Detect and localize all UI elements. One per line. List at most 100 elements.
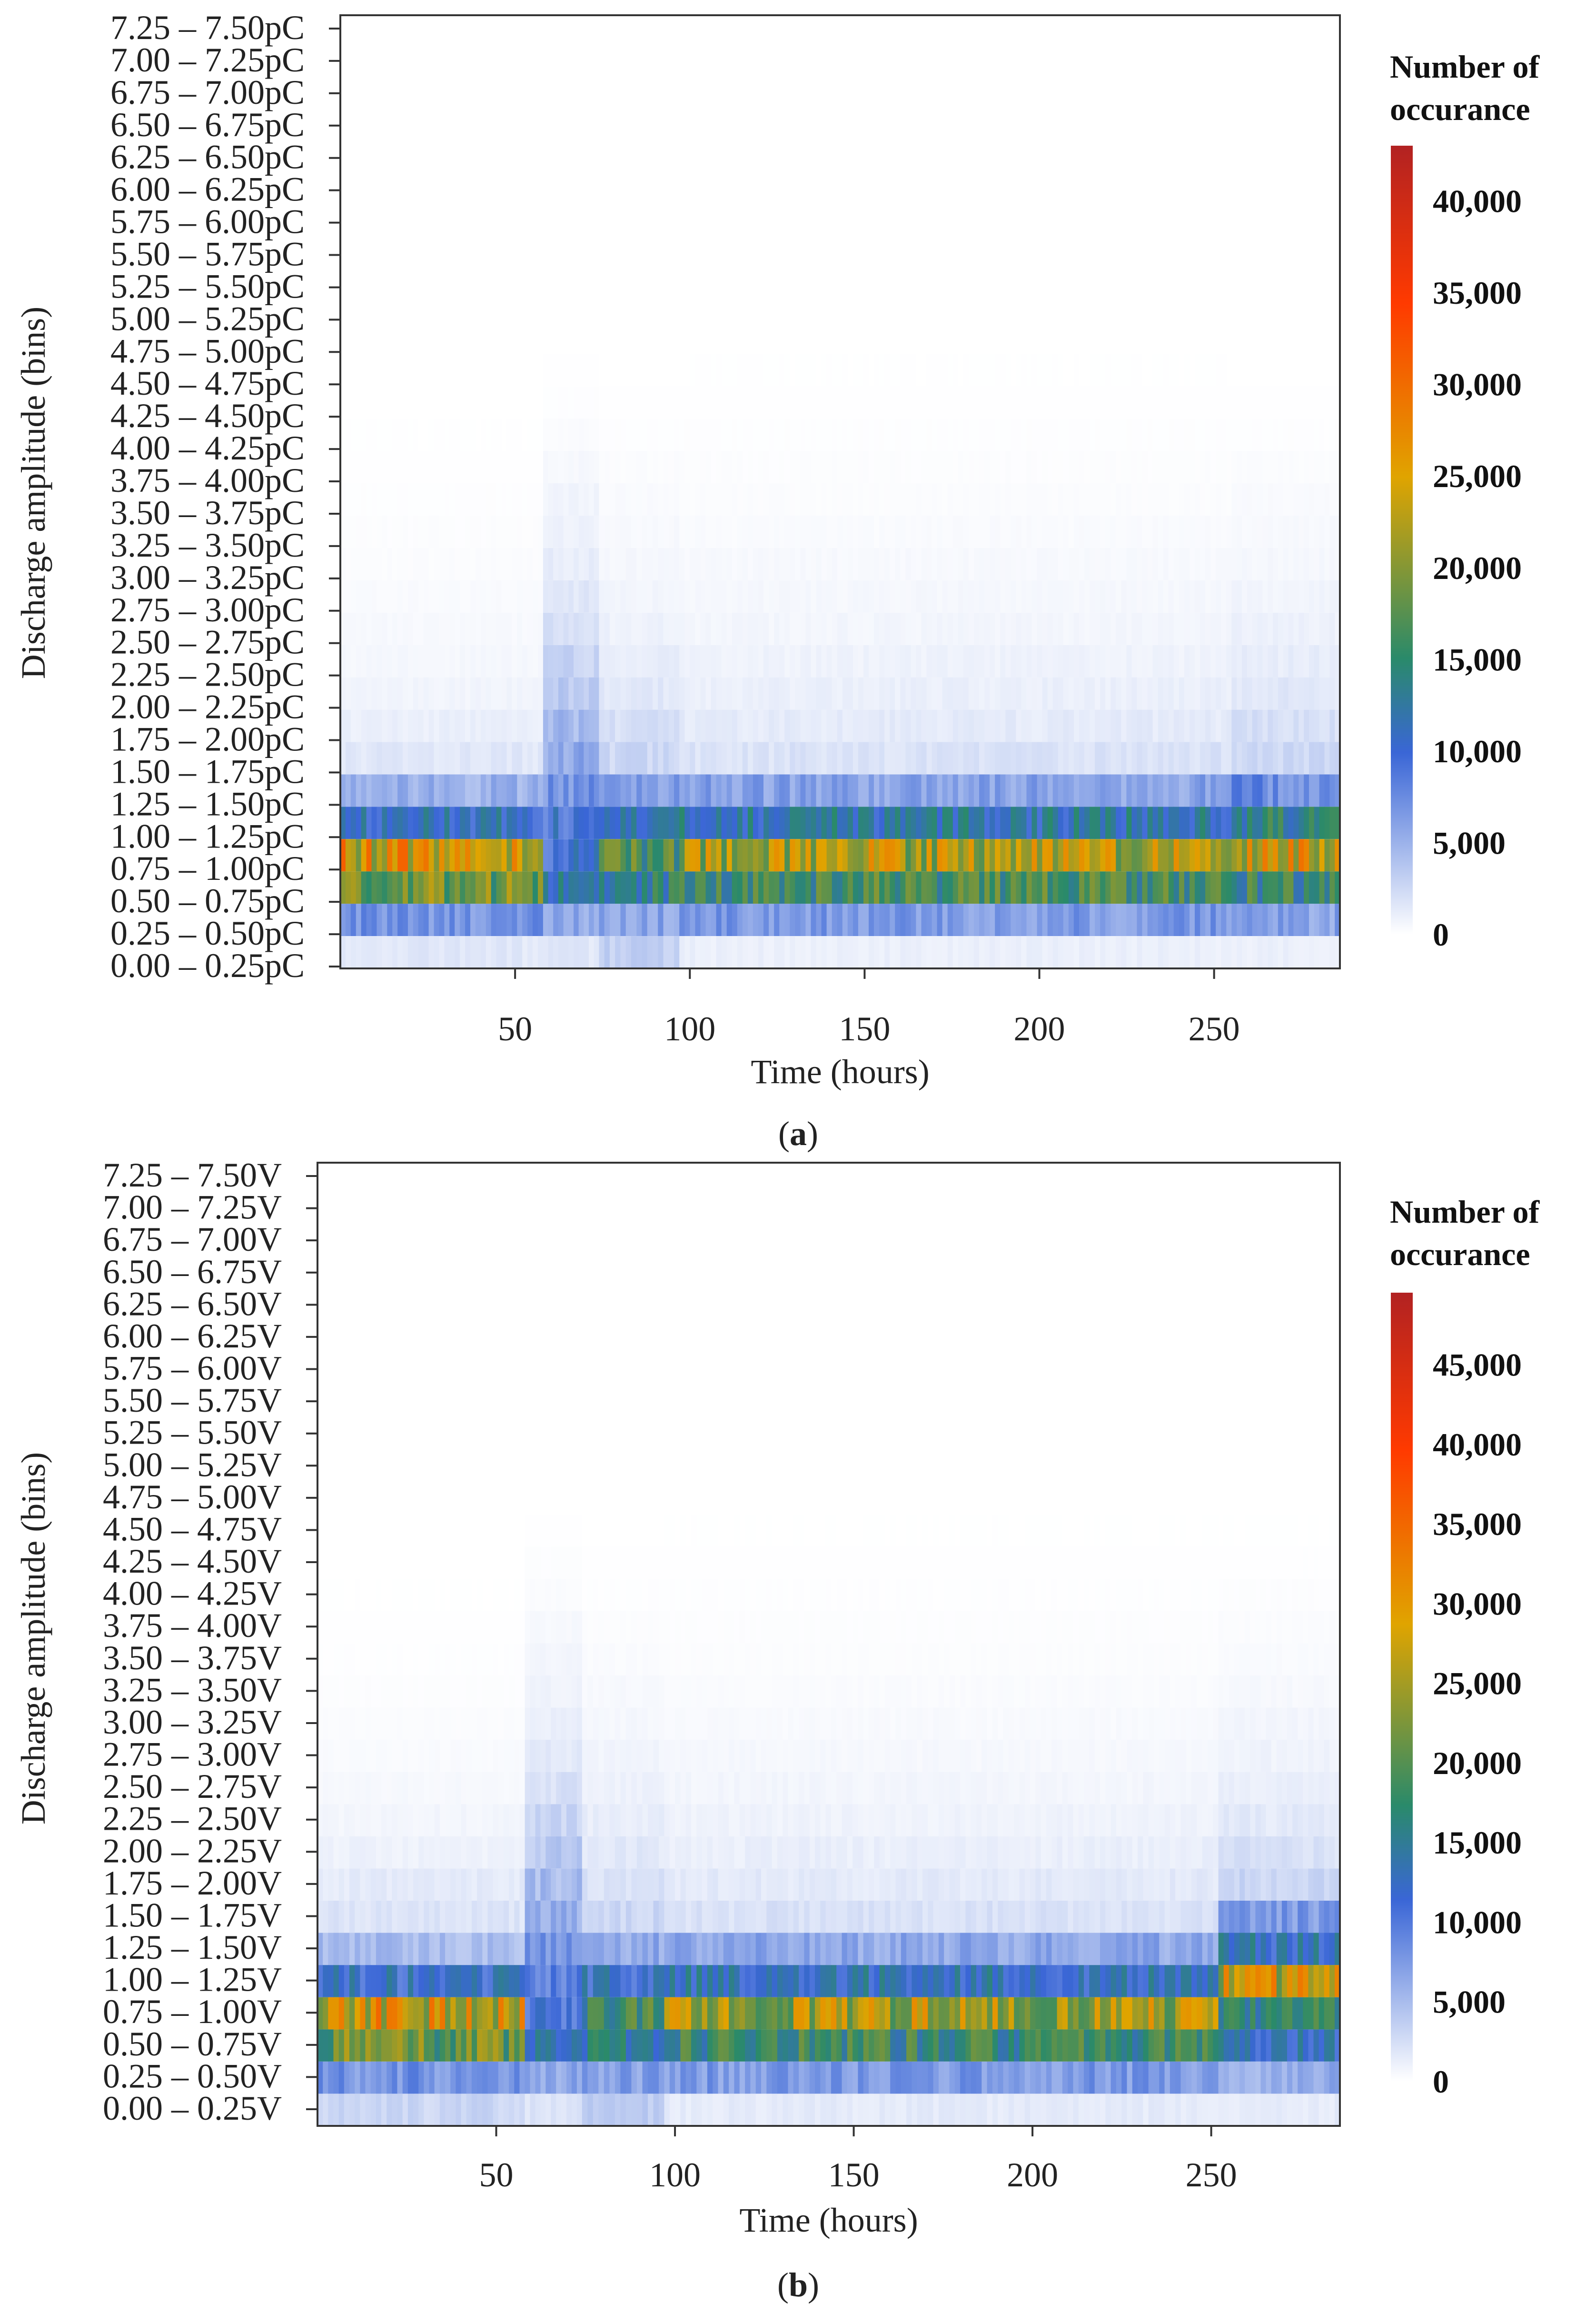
heatmap-cell — [1329, 742, 1335, 775]
heatmap-cell — [482, 1546, 488, 1579]
heatmap-cell — [470, 386, 476, 419]
heatmap-cell — [869, 677, 874, 710]
heatmap-cell — [842, 289, 848, 322]
heatmap-cell — [361, 548, 367, 580]
heatmap-cell — [345, 612, 351, 645]
heatmap-cell — [370, 1836, 377, 1869]
heatmap-cell — [821, 645, 827, 678]
heatmap-cell — [705, 354, 712, 387]
heatmap-cell — [545, 1675, 551, 1708]
heatmap-cell — [548, 451, 554, 483]
heatmap-cell — [360, 2094, 366, 2126]
heatmap-cell — [674, 451, 680, 483]
heatmap-cell — [711, 516, 717, 548]
heatmap-cell — [333, 1772, 339, 1805]
heatmap-cell — [475, 321, 481, 354]
heatmap-cell — [1079, 677, 1085, 710]
heatmap-cell — [338, 1675, 345, 1708]
heatmap-cell — [501, 548, 507, 580]
heatmap-cell — [1037, 516, 1043, 548]
colorbar-tick-label: 20,000 — [1433, 550, 1522, 586]
heatmap-cell — [1257, 516, 1263, 548]
heatmap-cell — [990, 839, 995, 872]
heatmap-cell — [413, 871, 419, 904]
heatmap-cell — [1288, 483, 1294, 516]
heatmap-cell — [663, 483, 669, 516]
heatmap-cell — [361, 354, 367, 387]
heatmap-cell — [328, 1868, 334, 1901]
heatmap-cell — [1329, 677, 1335, 710]
heatmap-cell — [551, 1997, 556, 2030]
heatmap-cell — [482, 1900, 488, 1933]
heatmap-cell — [1299, 483, 1304, 516]
heatmap-cell — [456, 1965, 462, 1997]
heatmap-cell — [1283, 612, 1289, 645]
heatmap-cell — [578, 516, 585, 548]
heatmap-cell — [716, 548, 722, 580]
heatmap-cell — [790, 936, 796, 968]
heatmap-cell — [853, 386, 859, 419]
heatmap-cell — [690, 742, 696, 775]
heatmap-cell — [333, 1643, 339, 1675]
heatmap-cell — [387, 1740, 393, 1772]
heatmap-cell — [952, 807, 959, 839]
heatmap-cell — [413, 1675, 419, 1708]
heatmap-cell — [937, 645, 943, 678]
heatmap-cell — [543, 645, 549, 678]
heatmap-cell — [1016, 419, 1022, 451]
heatmap-cell — [711, 354, 717, 387]
heatmap-cell — [847, 709, 853, 742]
heatmap-cell — [753, 289, 759, 322]
heatmap-cell — [726, 451, 733, 483]
heatmap-cell — [423, 807, 429, 839]
heatmap-cell — [1184, 516, 1190, 548]
heatmap-cell — [1168, 774, 1174, 807]
heatmap-cell — [530, 1900, 536, 1933]
heatmap-cell — [553, 839, 559, 872]
heatmap-cell — [847, 289, 853, 322]
heatmap-cell — [1052, 419, 1059, 451]
heatmap-cell — [763, 419, 769, 451]
heatmap-cell — [1221, 580, 1227, 613]
heatmap-cell — [700, 516, 706, 548]
heatmap-cell — [1011, 709, 1017, 742]
heatmap-cell — [486, 354, 492, 387]
heatmap-cell — [599, 386, 605, 419]
heatmap-cell — [1278, 612, 1284, 645]
heatmap-cell — [853, 645, 859, 678]
heatmap-cell — [869, 289, 874, 322]
heatmap-cell — [434, 1997, 440, 2030]
heatmap-cell — [387, 1900, 393, 1933]
heatmap-cell — [1304, 516, 1309, 548]
heatmap-cell — [832, 936, 838, 968]
heatmap-cell — [482, 1579, 488, 1611]
heatmap-cell — [1137, 677, 1143, 710]
heatmap-cell — [790, 451, 796, 483]
heatmap-cell — [482, 1643, 488, 1675]
heatmap-cell — [895, 289, 901, 322]
heatmap-cell — [821, 677, 827, 710]
heatmap-cell — [705, 645, 712, 678]
heatmap-cell — [1242, 677, 1248, 710]
heatmap-cell — [360, 1997, 366, 2030]
heatmap-cell — [826, 645, 833, 678]
heatmap-cell — [900, 548, 906, 580]
heatmap-cell — [1142, 645, 1148, 678]
heatmap-cell — [576, 1611, 583, 1644]
heatmap-cell — [1168, 354, 1174, 387]
heatmap-cell — [1095, 386, 1100, 419]
heatmap-cell — [711, 645, 717, 678]
heatmap-cell — [553, 354, 559, 387]
heatmap-cell — [684, 677, 691, 710]
heatmap-cell — [1005, 904, 1011, 936]
heatmap-cell — [658, 516, 664, 548]
heatmap-cell — [503, 1611, 509, 1644]
heatmap-cell — [456, 1579, 462, 1611]
heatmap-cell — [424, 1611, 430, 1644]
heatmap-cell — [561, 1836, 567, 1869]
heatmap-cell — [486, 386, 492, 419]
heatmap-cell — [990, 548, 995, 580]
heatmap-cell — [349, 1514, 355, 1547]
heatmap-cell — [1319, 580, 1325, 613]
heatmap-cell — [1126, 839, 1132, 872]
